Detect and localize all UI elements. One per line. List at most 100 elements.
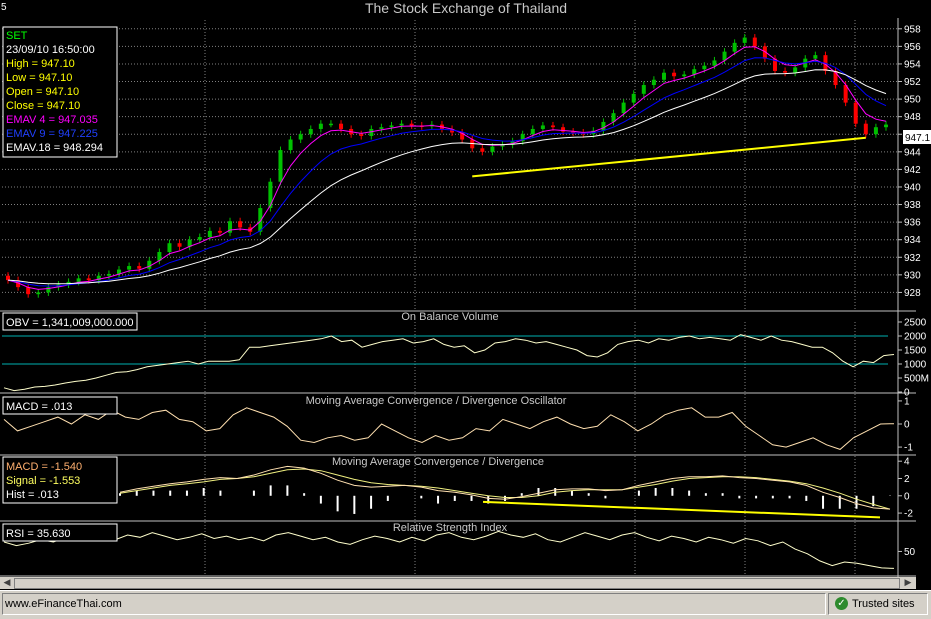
status-bar: www.eFinanceThai.com ✓ Trusted sites [0, 590, 931, 619]
osc-tick-label: 1 [904, 396, 910, 407]
candle-body [6, 275, 10, 281]
macd-oscillator-plot [3, 407, 895, 450]
candle-body [682, 74, 687, 77]
candle-body [561, 127, 566, 132]
macd-plot [119, 465, 891, 519]
obv-tick-label: 1000 [904, 360, 927, 371]
candle-body [117, 269, 122, 274]
rsi-legend: RSI = 35.630 [2, 523, 118, 542]
price-tick-label: 928 [904, 288, 921, 299]
candle-body [480, 148, 485, 152]
grid [0, 18, 916, 577]
macd-legend-hist: Hist = .013 [6, 489, 59, 501]
macd-panel-title: Moving Average Convergence / Divergence [332, 456, 544, 468]
obv-tick-label: 500M [904, 374, 929, 385]
candle-body [127, 266, 132, 270]
candle-body [692, 69, 697, 75]
ema18-line [7, 69, 887, 285]
price-tick-label: 942 [904, 165, 921, 176]
corner-label: 5 [1, 2, 7, 13]
last-price-badge: 947.1 [903, 130, 931, 144]
obv-tick-label: 2000 [904, 332, 927, 343]
security-zone: ✓ Trusted sites [828, 593, 928, 615]
candle-body [328, 123, 333, 126]
candle-body [86, 278, 91, 281]
candle-body [217, 230, 222, 233]
ema9-line [7, 57, 887, 287]
candle-body [76, 278, 81, 282]
macd-tick-label: 4 [904, 457, 910, 468]
legend-open: Open = 947.10 [6, 86, 79, 98]
candle-body [157, 252, 162, 261]
candle-body [197, 237, 202, 240]
candle-body [26, 287, 31, 295]
candle-body [843, 85, 848, 103]
legend-high: High = 947.10 [6, 58, 75, 70]
macd-trendline [482, 500, 881, 519]
candle-body [46, 287, 51, 293]
candle-body [571, 131, 576, 134]
legend-symbol: SET [6, 30, 28, 42]
price-legend: SET 23/09/10 16:50:00 High = 947.10 Low … [2, 26, 118, 158]
candle-body [450, 128, 455, 133]
candle-body [742, 37, 747, 43]
panel-titles: On Balance Volume Moving Average Converg… [306, 311, 567, 534]
candle-body [661, 72, 666, 80]
macd-line [119, 465, 891, 510]
price-tick-label: 934 [904, 235, 921, 246]
chart-title: The Stock Exchange of Thailand [365, 0, 567, 16]
candle-body [722, 51, 727, 61]
candle-body [318, 123, 323, 129]
price-tick-label: 950 [904, 95, 921, 106]
scroll-left-icon[interactable]: ◀ [3, 577, 11, 587]
candle-body [278, 150, 283, 182]
osc-tick-label: -1 [904, 443, 913, 454]
candle-body [833, 70, 838, 86]
obv-plot [2, 334, 895, 392]
candle-body [389, 125, 394, 128]
candle-body [550, 125, 555, 128]
legend-close: Close = 947.10 [6, 100, 80, 112]
scrollbar-thumb[interactable] [14, 578, 900, 589]
candle-body [228, 221, 233, 233]
legend-ema4: EMAV 4 = 947.035 [6, 114, 98, 126]
rsi-tick-label: 50 [904, 547, 916, 558]
candle-body [601, 121, 606, 131]
horizontal-scrollbar[interactable]: ◀ ▶ [0, 577, 916, 589]
candle-body [258, 208, 263, 232]
price-tick-label: 930 [904, 270, 921, 281]
macd-oscillator-line [3, 407, 895, 450]
candle-body [813, 55, 818, 59]
macd-tick-label: -2 [904, 509, 913, 520]
candle-body [540, 125, 545, 129]
obv-legend: OBV = 1,341,009,000.000 [2, 312, 138, 331]
rsi-plot [3, 530, 895, 569]
macd-legend-signal: Signal = -1.553 [6, 475, 80, 487]
price-tick-label: 954 [904, 59, 921, 70]
rsi-line [3, 530, 895, 569]
legend-low: Low = 947.10 [6, 72, 72, 84]
macd-osc-legend: MACD = .013 [2, 396, 118, 415]
candle-body [268, 181, 273, 209]
price-tick-label: 938 [904, 200, 921, 211]
rsi-legend-text: RSI = 35.630 [6, 528, 71, 540]
price-tick-label: 936 [904, 218, 921, 229]
macd-legend: MACD = -1.540 Signal = -1.553 Hist = .01… [2, 456, 118, 504]
candle-body [288, 139, 293, 151]
candle-body [460, 132, 465, 140]
obv-panel-title: On Balance Volume [401, 311, 498, 323]
price-tick-label: 932 [904, 253, 921, 264]
candle-body [298, 134, 303, 140]
candle-body [490, 146, 495, 152]
price-tick-label: 958 [904, 24, 921, 35]
candle-body [500, 144, 505, 147]
candle-body [207, 230, 212, 238]
candle-body [359, 134, 364, 136]
candle-body [520, 134, 525, 142]
checkmark-icon: ✓ [835, 597, 848, 610]
price-tick-label: 940 [904, 182, 921, 193]
candle-body [137, 266, 142, 269]
obv-tick-label: 2500 [904, 318, 927, 329]
scroll-right-icon[interactable]: ▶ [904, 577, 912, 587]
price-tick-label: 952 [904, 77, 921, 88]
